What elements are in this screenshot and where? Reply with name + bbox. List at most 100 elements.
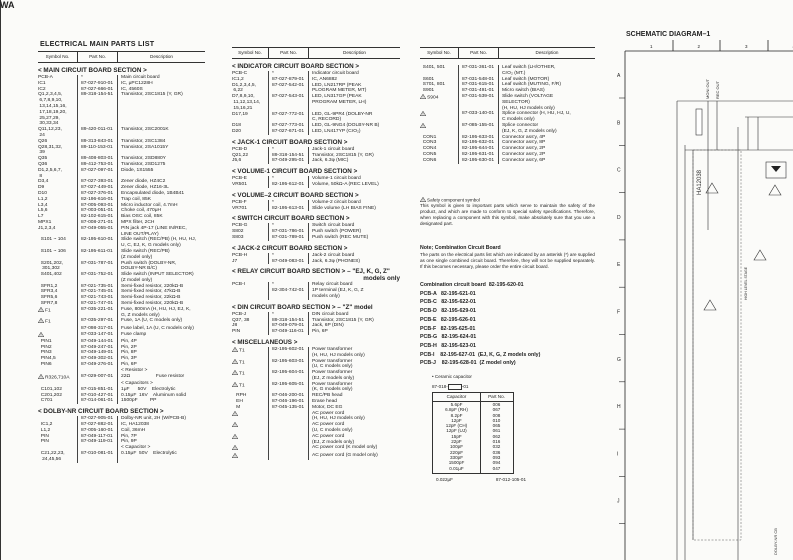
description: Transistor, 2SC1815 (Y, GR) — [308, 317, 400, 324]
table-row: PIN2 87-049-247-01 Pin, 2P — [38, 344, 205, 351]
table-row: RPH 87-046-200-01 REC/PB head — [232, 393, 400, 400]
table-row: S401,402 87-031-752-01 Slide switch (INP… — [38, 272, 205, 284]
description: Power transformer (EJ, Z models only) — [308, 370, 400, 382]
grid-row-label: H — [617, 404, 621, 410]
symbol-cell: PCB-J — [232, 312, 268, 318]
combination-note: Note; Combination Circuit Board The part… — [420, 245, 595, 270]
symbol-cell: Q1,2,3,4,5, 6,7,8,9,10, 13,14,15,16, 17,… — [38, 92, 77, 127]
safety-warning-icon — [420, 122, 426, 128]
extra-capacitor: 0.022μF — [436, 477, 453, 482]
description: Connector ass'y, 2P — [498, 151, 595, 158]
symbol-cell: IC1,2 — [38, 422, 77, 428]
symbol-cell: MPX1 — [38, 220, 77, 226]
table-row: D1,2,3,4,5, 6,22 87-027-542-01 LED, LN21… — [232, 82, 400, 95]
part-number: 87-021-735-01 — [77, 283, 117, 290]
part-number: 87-027-905-01 — [77, 416, 117, 422]
symbol-cell — [232, 445, 268, 452]
symbol-text: T1 — [239, 383, 245, 389]
part-number: 82-195-610-01 — [77, 237, 117, 249]
description: Transistor, 2SD1275 — [117, 161, 205, 168]
subheading-row: < Capacitor > — [38, 445, 205, 451]
part-number: * — [268, 146, 308, 153]
description: Erase head — [308, 399, 400, 405]
symbol-text: C701 — [38, 398, 53, 404]
symbol-cell: PCB-H — [232, 253, 268, 259]
description: Indicator circuit board — [308, 71, 400, 77]
part-code: 010 — [492, 417, 501, 423]
symbol-cell: PIN — [232, 329, 268, 335]
description: Connector ass'y, 8P — [498, 140, 595, 147]
part-number: 82-195-602-01 — [268, 346, 308, 359]
part-number: 82-195-613-01 — [268, 205, 308, 212]
part-number: 89-412-753-01 — [77, 161, 117, 168]
description: LED, LN317GP (PEAK PROGRAM METER, LH) — [308, 94, 400, 112]
section-title: < RELAY CIRCUIT BOARD SECTION > – "EJ, K… — [232, 268, 390, 276]
part-number — [268, 452, 308, 461]
part-code: 036 — [492, 449, 501, 455]
part-number: 87-033-140-01 — [458, 111, 498, 123]
table-header: Symbol No. Part No. Description — [420, 47, 595, 59]
part-number: 87-031-491-01 — [458, 88, 498, 94]
section-title: < VOLUME–2 CIRCUIT BOARD SECTION > — [232, 191, 359, 199]
symbol-cell: C21,22,23, 24,45,56 — [38, 451, 77, 463]
description: Jack-2 circuit board — [308, 252, 400, 259]
part-number: 82-195-632-01 — [458, 140, 498, 147]
symbol-cell: PCB-F — [232, 200, 268, 206]
description: Slide switch (INPUT SELECTOR) (Z model o… — [117, 272, 205, 284]
description: Diode, 1S1555 — [117, 167, 205, 180]
safety-warning-icon — [232, 381, 238, 387]
description: LED, GL-9PR4 (DOLBY-NR C, RECORD) — [308, 111, 400, 124]
description: Push switch (DOLBY-NR, DOLBY-NR B/C) — [117, 260, 205, 273]
part-number: * — [268, 311, 308, 318]
description: Push switch (POWER) — [308, 229, 400, 235]
part-number: 87-049-149-01 — [77, 350, 117, 357]
description: Jack, 6.3φ (MIC) — [308, 158, 400, 165]
part-code: 047 — [492, 465, 501, 471]
description: Connector ass'y, 6P — [498, 157, 595, 164]
part-number: 82-195-612-01 — [268, 181, 308, 188]
symbol-cell: L1,2 — [38, 428, 77, 434]
capacitor-value: 12pF (UJ) — [446, 428, 467, 434]
header-description: Description — [117, 52, 205, 62]
table-row: PCB-C * Indicator circuit board — [232, 71, 400, 77]
header-part: Part No. — [268, 48, 308, 58]
safety-warning-icon — [38, 373, 44, 379]
ceramic-row: 12pF (UJ) 061 — [433, 428, 513, 433]
part-number: 82-195-633-01 — [458, 134, 498, 141]
capacitor-value: 6.8pF (RH) — [445, 407, 468, 413]
symbol-cell: S401, 501 — [420, 65, 458, 77]
table-row: PCB-A * Main circuit board — [38, 75, 205, 81]
grid-row-label: G — [617, 357, 621, 363]
symbol-cell: S701, 801 — [420, 82, 458, 88]
symbol-text: S101 ~ 104 — [38, 237, 66, 243]
part-number: 87-027-542-01 — [268, 82, 308, 95]
table-header: Symbol No. Part No. Description — [38, 51, 205, 63]
table-row: S101 ~ 104 82-195-610-01 Slide switch (R… — [38, 237, 205, 249]
table-row: MPX1 87-008-271-01 MPX filter, 2CH — [38, 219, 205, 226]
schematic-frame — [624, 40, 793, 560]
subheading: < Capacitor > — [117, 445, 205, 451]
symbol-cell: IC1 — [38, 81, 77, 87]
part-number: 89-408-803-01 — [77, 156, 117, 162]
symbol-cell: PCB-A — [38, 75, 77, 81]
part-code: 093 — [492, 454, 501, 460]
description: 1μF 50V Electrolytic — [117, 386, 205, 393]
part-number: 87-031-615-01 — [458, 82, 498, 89]
symbol-cell: PIN3 — [38, 350, 77, 356]
table-row: Q37, 38 89-318-154-51 Transistor, 2SC181… — [232, 317, 400, 324]
symbol-text: PCB-H — [232, 252, 248, 258]
description: Semi-fixed resistor, 220kΩ-B — [117, 283, 205, 290]
description: AC power cord (G model only) — [308, 452, 400, 461]
part-number: 87-027-773-01 — [268, 123, 308, 129]
part-number: * — [268, 176, 308, 182]
symbol-cell: D20 — [232, 129, 268, 135]
part-number: 87-014-061-01 — [77, 398, 117, 405]
symbol-text: IC1,2 — [38, 421, 53, 427]
table-row: CON4 82-195-644-01 Connector ass'y, 2P — [420, 146, 595, 152]
table-row: PCB-D * Jack-1 circuit board — [232, 146, 400, 153]
table-row: PCB-J * DIN circuit board — [232, 311, 400, 318]
stage-label: HIGH LEVEL STAGE — [744, 266, 748, 300]
symbol-cell: PIN4,5 — [38, 356, 77, 362]
symbol-text: D10 — [38, 190, 47, 196]
table-row: CON6 82-195-630-01 Connector ass'y, 6P — [420, 157, 595, 164]
